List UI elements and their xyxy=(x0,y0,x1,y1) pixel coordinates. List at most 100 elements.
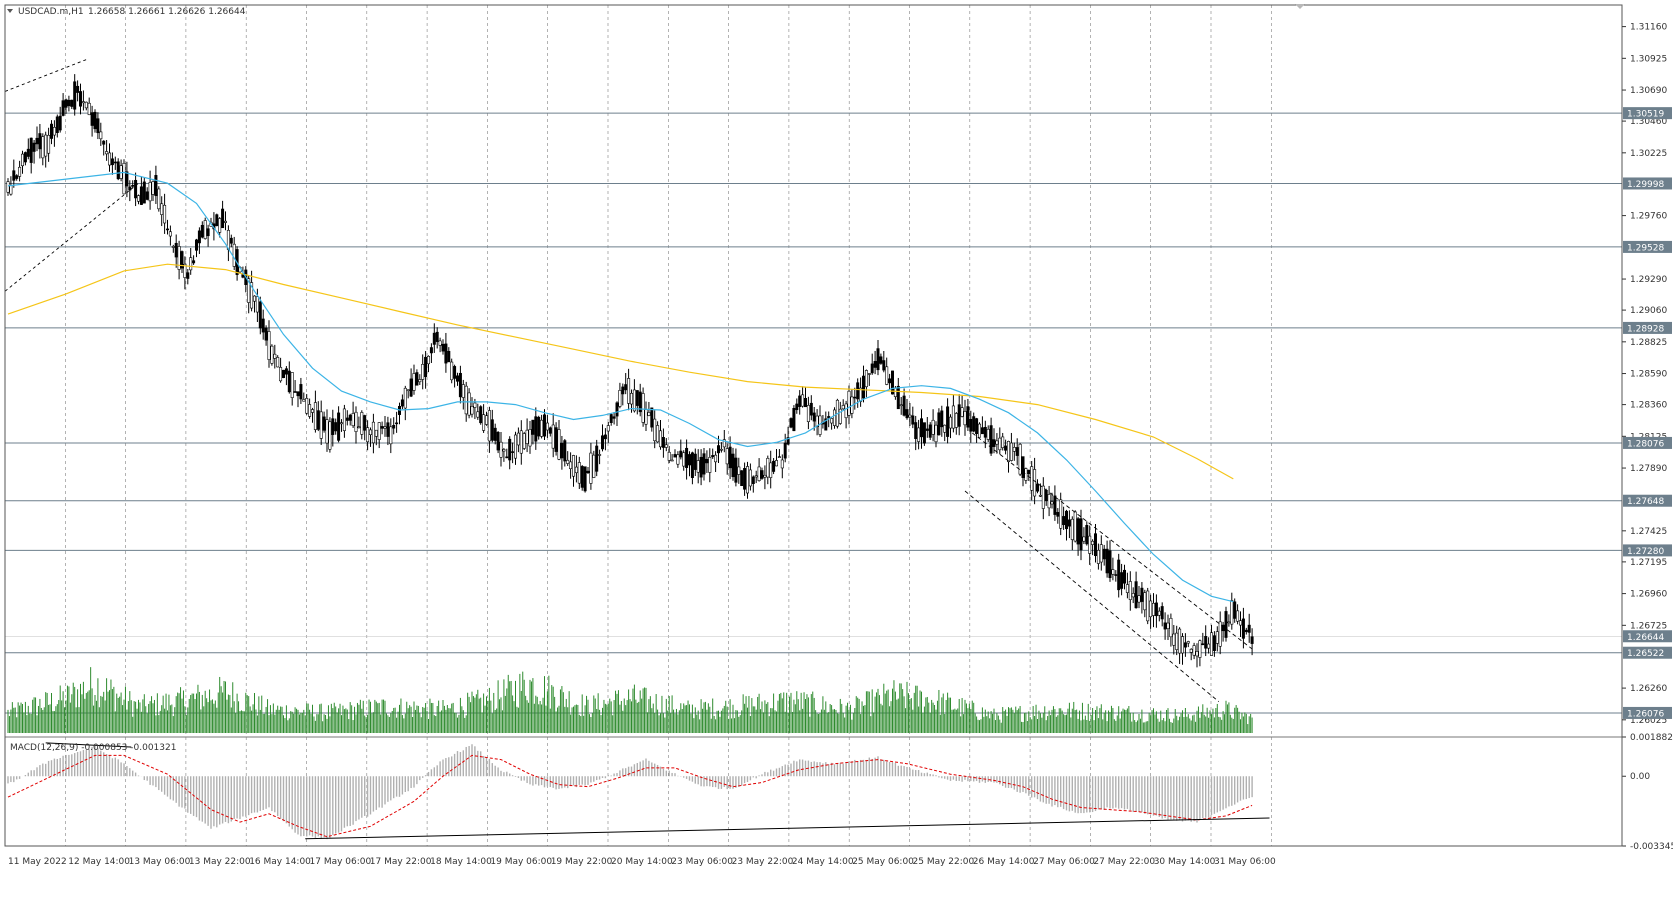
candle-body xyxy=(1111,569,1115,575)
candle-body xyxy=(879,356,883,364)
candle-body xyxy=(1123,569,1127,584)
candle-body xyxy=(499,441,503,458)
candle-body xyxy=(58,115,62,131)
candle-body xyxy=(673,454,677,458)
candle-body xyxy=(702,453,706,475)
candle-body xyxy=(606,425,610,432)
dropdown-triangle-icon[interactable] xyxy=(7,9,13,13)
candle-body xyxy=(215,214,219,227)
candle-body xyxy=(627,378,631,404)
level-marker-box xyxy=(1623,630,1672,643)
candle-body xyxy=(917,427,921,442)
candle-body xyxy=(368,429,372,435)
candle-body xyxy=(337,412,341,441)
volume-bars xyxy=(7,667,1253,733)
candle-body xyxy=(261,318,265,333)
candle-body xyxy=(357,426,361,429)
candle-body xyxy=(432,332,436,345)
candle-body xyxy=(786,437,790,445)
candle-body xyxy=(267,331,271,360)
candle-body xyxy=(1178,628,1182,654)
candle-body xyxy=(142,181,146,204)
candle-body xyxy=(403,387,407,409)
candle-body xyxy=(1152,602,1156,616)
candle-body xyxy=(351,413,355,427)
fast-moving-average-line xyxy=(7,171,1234,603)
candle-body xyxy=(1021,456,1025,478)
candle-body xyxy=(1009,442,1013,461)
candle-body xyxy=(35,137,39,145)
candle-body xyxy=(815,415,819,427)
candle-body xyxy=(1041,485,1045,509)
candle-body xyxy=(789,418,793,428)
candle-body xyxy=(502,449,506,452)
time-tick-label: 23 May 06:00 xyxy=(671,857,733,867)
candle-body xyxy=(644,409,648,425)
candle-body xyxy=(1128,581,1132,600)
candle-body xyxy=(890,370,894,395)
candle-body xyxy=(96,118,100,134)
level-markers: 1.30519 1.29998 1.29528 1.28928 1.28076 1.276… xyxy=(1623,107,1672,719)
candle-body xyxy=(711,455,715,458)
candle-body xyxy=(772,460,776,472)
level-marker-box xyxy=(1623,646,1672,659)
candle-body xyxy=(745,466,749,494)
level-marker-label: 1.28076 xyxy=(1627,439,1664,449)
candle-body xyxy=(1201,643,1205,646)
candle-body xyxy=(714,454,718,463)
candle-body xyxy=(490,419,494,441)
candle-body xyxy=(1146,590,1150,622)
candle-body xyxy=(586,470,590,474)
level-marker-box xyxy=(1623,436,1672,449)
candle-body xyxy=(1236,610,1240,622)
candle-body xyxy=(255,296,259,313)
candle-body xyxy=(319,411,323,439)
candle-body xyxy=(980,427,984,435)
candle-body xyxy=(224,220,228,223)
candle-body xyxy=(395,422,399,425)
candle-body xyxy=(328,421,332,450)
candle-body xyxy=(41,136,45,159)
candle-body xyxy=(461,384,465,398)
candle-body xyxy=(1250,636,1254,644)
level-marker-label: 1.29528 xyxy=(1627,243,1664,253)
candle-body xyxy=(1230,600,1234,625)
candle-body xyxy=(873,361,877,368)
candle-body xyxy=(20,153,24,167)
candle-body xyxy=(44,134,48,157)
candle-body xyxy=(870,363,874,374)
candle-body xyxy=(943,424,947,433)
time-tick-label: 19 May 06:00 xyxy=(490,857,552,867)
candle-body xyxy=(940,410,944,428)
candle-body xyxy=(1183,642,1187,648)
candle-body xyxy=(914,422,918,439)
candle-body xyxy=(157,188,161,210)
shift-marker-icon[interactable] xyxy=(1295,4,1305,9)
level-marker-box xyxy=(1623,240,1672,253)
candle-body xyxy=(166,228,170,231)
trendlines[interactable] xyxy=(4,58,1253,702)
macd-tick-label: 0.001882 xyxy=(1630,733,1673,743)
candle-body xyxy=(1059,499,1063,529)
candle-body xyxy=(1181,636,1185,654)
candle-body xyxy=(690,452,694,478)
candle-body xyxy=(1062,516,1066,526)
candle-body xyxy=(221,208,225,229)
candle-body xyxy=(554,427,558,452)
candle-body xyxy=(290,372,294,398)
candle-body xyxy=(743,468,747,490)
candle-body xyxy=(1047,494,1051,509)
candle-body xyxy=(963,411,967,426)
candle-body xyxy=(421,364,425,380)
candle-body xyxy=(1143,592,1147,611)
candle-body xyxy=(1227,621,1231,624)
ohlc-label: 1.26658 1.26661 1.26626 1.26644 xyxy=(88,7,246,17)
candle-body xyxy=(1018,443,1022,475)
candle-body xyxy=(505,456,509,459)
candle-body xyxy=(856,382,860,400)
candle-body xyxy=(383,426,387,429)
candle-body xyxy=(719,448,723,451)
candle-body xyxy=(832,409,836,426)
